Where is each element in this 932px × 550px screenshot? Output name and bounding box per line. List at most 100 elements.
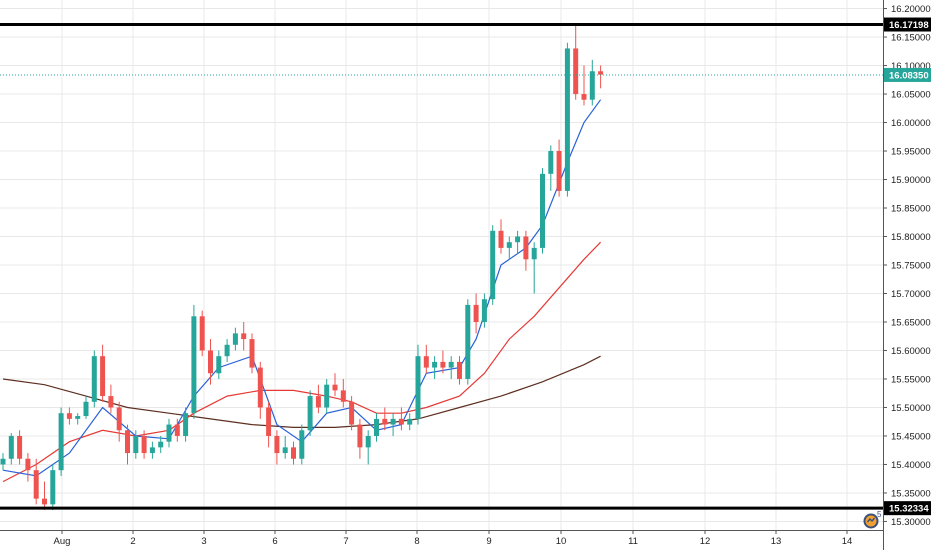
candle-down bbox=[382, 407, 388, 431]
level-price-tag-label: 15.32334 bbox=[889, 504, 929, 515]
candle-up bbox=[307, 390, 313, 436]
candle-body bbox=[307, 396, 313, 431]
last-price-tag: 16.08350 bbox=[884, 67, 931, 82]
candle-up bbox=[8, 433, 14, 465]
candle-up bbox=[232, 327, 238, 351]
price-tick-label: 15.90000 bbox=[891, 175, 931, 186]
candle-down bbox=[332, 373, 338, 397]
candle-body bbox=[498, 230, 504, 248]
candle-body bbox=[465, 304, 471, 379]
horizontal-levels bbox=[0, 23, 883, 510]
candle-body bbox=[25, 458, 31, 471]
candle-down bbox=[573, 25, 579, 100]
time-tick-label: 2 bbox=[130, 536, 135, 547]
candle-down bbox=[116, 401, 122, 442]
price-tick-label: 15.80000 bbox=[891, 232, 931, 243]
candle-down bbox=[440, 350, 446, 374]
candle-down bbox=[398, 407, 404, 431]
candle-down bbox=[523, 230, 529, 271]
candle-body bbox=[291, 447, 296, 459]
candle-up bbox=[183, 407, 189, 442]
price-tick-label: 16.20000 bbox=[891, 4, 931, 15]
candle-up bbox=[589, 59, 595, 106]
candle-body bbox=[340, 390, 346, 402]
time-tick-label: 10 bbox=[556, 536, 567, 547]
candle-body bbox=[141, 435, 147, 454]
candle-up bbox=[0, 453, 6, 471]
candle-up bbox=[481, 293, 487, 328]
candle-down bbox=[100, 344, 106, 402]
price-axis[interactable]: 15.30000 15.35000 15.40000 15.45000 15.50000… bbox=[883, 0, 931, 550]
candle-body bbox=[440, 361, 446, 368]
candle-down bbox=[498, 219, 504, 254]
price-tick-label: 15.40000 bbox=[891, 460, 931, 471]
candle-down bbox=[249, 333, 255, 374]
price-tick-label: 15.35000 bbox=[891, 488, 931, 499]
candle-up bbox=[506, 236, 512, 260]
candle-up bbox=[75, 413, 81, 425]
candle-up bbox=[58, 407, 64, 476]
candle-body bbox=[365, 435, 371, 448]
candle-up bbox=[432, 356, 438, 379]
candle-body bbox=[448, 361, 454, 368]
price-tick-label: 15.70000 bbox=[891, 289, 931, 300]
candle-up bbox=[407, 413, 413, 431]
candle-up bbox=[548, 145, 554, 191]
candle-body bbox=[357, 424, 363, 448]
candles bbox=[0, 25, 604, 511]
level-price-tag: 16.17198 bbox=[884, 17, 931, 32]
candle-down bbox=[598, 65, 604, 89]
time-axis[interactable]: Aug 2 3 6 7 8 9 10 11 12 13 14 bbox=[0, 530, 883, 547]
level-price-tag-label: 16.17198 bbox=[889, 20, 929, 31]
level-price-tag-background bbox=[884, 17, 931, 32]
candle-body bbox=[191, 316, 197, 414]
candle-body bbox=[382, 418, 388, 425]
price-tick-label: 15.75000 bbox=[891, 261, 931, 272]
chart-grid bbox=[0, 0, 883, 530]
price-tick-label: 15.65000 bbox=[891, 317, 931, 328]
candle-up bbox=[415, 344, 421, 425]
price-tick-label: 16.05000 bbox=[891, 90, 931, 101]
candle-up bbox=[365, 430, 371, 465]
candle-body bbox=[523, 236, 529, 260]
candle-down bbox=[257, 361, 263, 419]
time-tick-label: 14 bbox=[842, 536, 853, 547]
price-tick-label: 16.00000 bbox=[891, 118, 931, 129]
time-tick-label: 9 bbox=[486, 536, 491, 547]
price-tick-label: 15.45000 bbox=[891, 431, 931, 442]
candle-down bbox=[33, 458, 39, 505]
candle-body bbox=[481, 299, 487, 322]
candle-up bbox=[133, 430, 139, 459]
level-price-tag: 15.32334 bbox=[884, 501, 931, 516]
candle-up bbox=[448, 356, 454, 379]
candle-up bbox=[299, 424, 305, 465]
price-tick-label: 15.85000 bbox=[891, 204, 931, 215]
candle-body bbox=[125, 430, 130, 454]
candle-down bbox=[241, 321, 247, 351]
candle-body bbox=[100, 356, 106, 397]
candle-up bbox=[515, 230, 521, 254]
tradingview-logo-icon[interactable]: 5 bbox=[862, 510, 882, 529]
candle-down bbox=[473, 293, 479, 334]
candle-body bbox=[573, 48, 579, 95]
candle-body bbox=[216, 356, 222, 374]
candle-body bbox=[564, 48, 570, 191]
last-price-tag-label: 16.08350 bbox=[889, 70, 929, 81]
candle-body bbox=[116, 407, 122, 431]
candle-body bbox=[473, 304, 479, 322]
candle-down bbox=[423, 344, 429, 374]
price-tick-label: 15.50000 bbox=[891, 403, 931, 414]
candle-down bbox=[17, 430, 23, 465]
candle-body bbox=[108, 396, 114, 408]
time-tick-label: 7 bbox=[343, 536, 348, 547]
time-tick-label: Aug bbox=[54, 536, 71, 547]
last-price-tag-background bbox=[884, 67, 931, 82]
candle-body bbox=[0, 458, 6, 465]
candle-body bbox=[374, 418, 379, 436]
candle-body bbox=[50, 470, 56, 505]
candle-down bbox=[274, 430, 280, 465]
candle-body bbox=[42, 498, 47, 505]
candle-up bbox=[91, 350, 97, 408]
time-tick-label: 6 bbox=[272, 536, 277, 547]
